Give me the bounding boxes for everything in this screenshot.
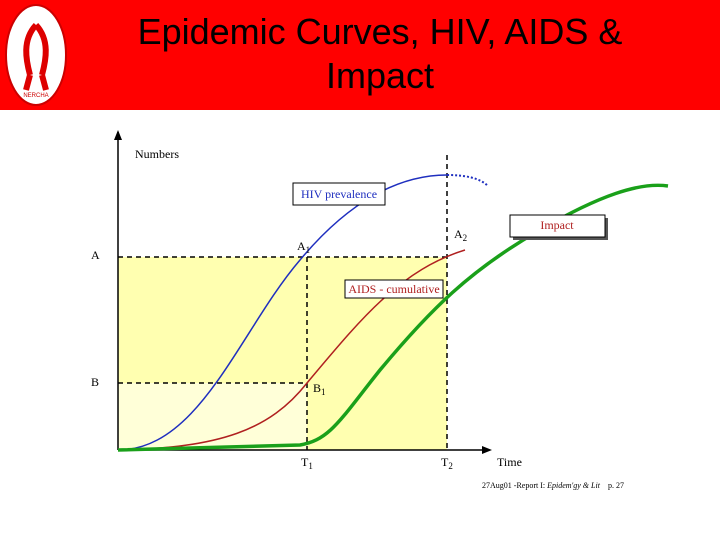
point-main: B <box>313 381 321 395</box>
aids-label: AIDS - cumulative <box>348 282 439 296</box>
guides <box>118 155 448 450</box>
hiv-box <box>292 182 386 206</box>
point-main: A <box>297 239 306 253</box>
title: Epidemic Curves, HIV, AIDS & Impact <box>137 11 623 96</box>
impact-box <box>509 214 606 238</box>
logo-ellipse <box>5 4 67 106</box>
point-main: T <box>301 455 309 469</box>
point-sub: 2 <box>448 461 453 471</box>
footer-page: p. 27 <box>608 481 624 490</box>
level-main: B <box>91 375 99 389</box>
point-sub: 2 <box>463 233 468 243</box>
point-main: A <box>454 227 463 241</box>
footer: 27Aug01 -Report I: Epidem'gy & Lit p. 27 <box>482 481 624 490</box>
point-label: T2 <box>441 455 453 471</box>
logo-text: NERCHA <box>23 93 48 99</box>
level-main: A <box>91 248 100 262</box>
hiv-curve <box>117 174 448 451</box>
aids-box <box>344 279 444 299</box>
point-sub: 1 <box>306 245 311 255</box>
point-main: T <box>441 455 449 469</box>
point-label: A2 <box>454 227 467 243</box>
y-arrow <box>114 130 122 140</box>
logo: NERCHA <box>5 4 67 106</box>
x-arrow <box>482 446 492 454</box>
header-band <box>0 0 720 110</box>
point-label: A1 <box>297 239 310 255</box>
x-axis-label: Time <box>497 455 522 469</box>
impact-curve <box>117 183 669 452</box>
title-box: Epidemic Curves, HIV, AIDS & Impact <box>137 11 623 96</box>
footer-date: 27Aug01 -Report I: <box>482 481 547 490</box>
y-axis-label: Numbers <box>135 147 179 161</box>
point-label: B1 <box>313 381 326 397</box>
level-label: B <box>91 375 99 389</box>
point-label: T1 <box>301 455 313 471</box>
point-sub: 1 <box>308 461 313 471</box>
hiv-label: HIV prevalence <box>301 187 377 201</box>
level-label: A <box>91 248 100 262</box>
footer-report: Epidem'gy & Lit <box>546 481 601 490</box>
impact-label: Impact <box>540 218 574 232</box>
logo-ribbon <box>23 22 49 91</box>
point-sub: 1 <box>321 387 326 397</box>
region-b <box>118 383 307 450</box>
aids-curve <box>117 249 466 451</box>
hiv-curve-projection <box>446 174 489 187</box>
